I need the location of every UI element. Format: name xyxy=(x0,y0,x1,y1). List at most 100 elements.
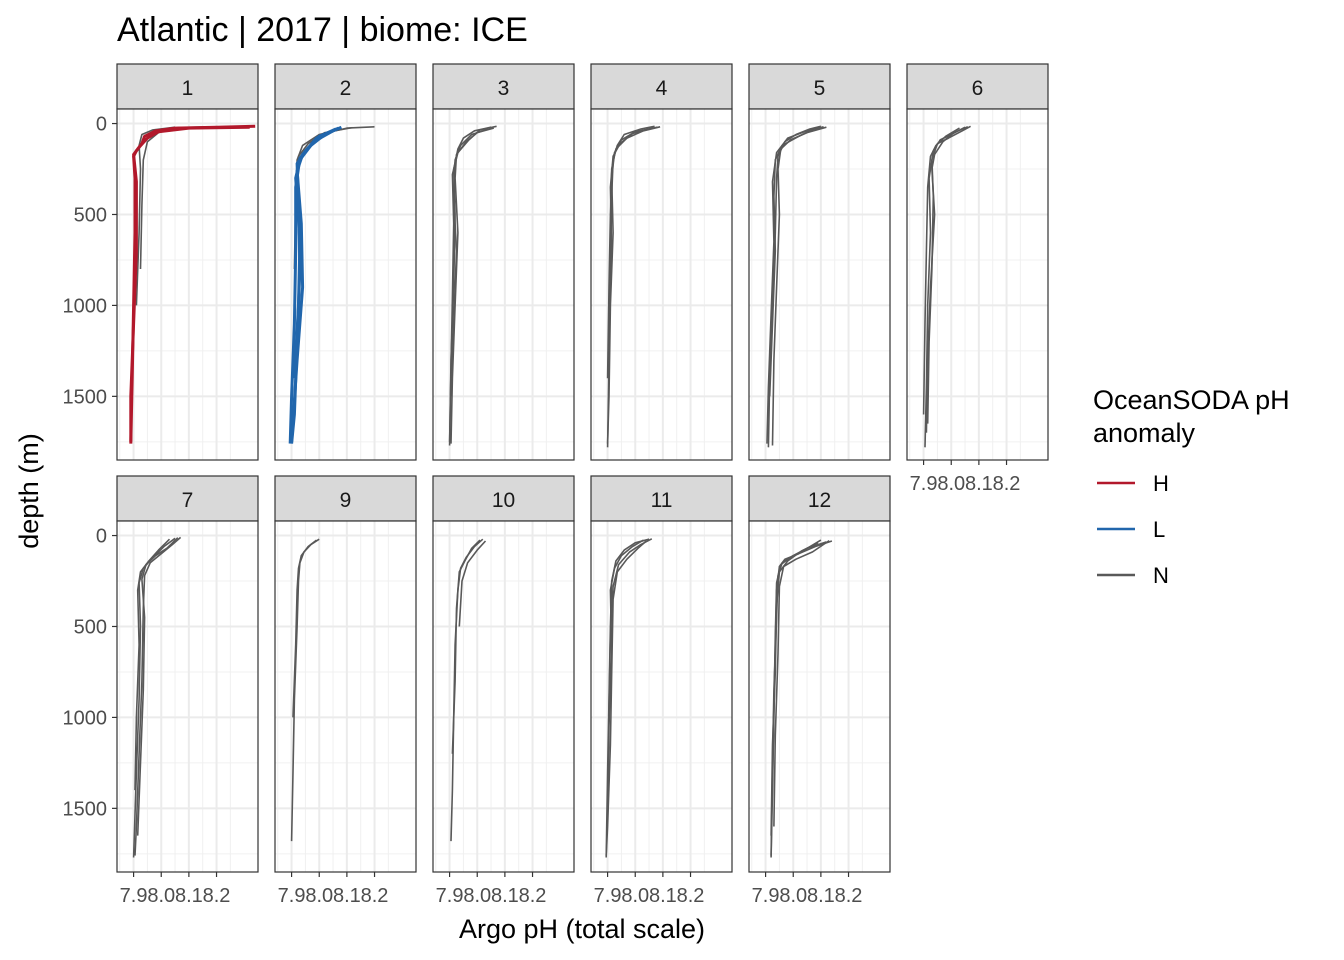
profile-line-n xyxy=(773,539,830,827)
panel-border xyxy=(274,520,417,873)
profile-line-n xyxy=(766,126,824,444)
facet-strip-label: 5 xyxy=(814,77,826,100)
profile-line-n xyxy=(450,128,489,397)
legend-title: anomaly xyxy=(1093,418,1196,448)
facet-panel-6: 6 7.9 8.0 8.1 8.2 xyxy=(906,63,1049,495)
profile-line-n xyxy=(136,537,179,836)
x-tick-label: 8.0 xyxy=(463,885,491,907)
facet-strip-label: 9 xyxy=(340,489,352,512)
profile-line-n xyxy=(448,125,497,442)
x-tick-label: 8.0 xyxy=(621,885,649,907)
legend-label-l: L xyxy=(1153,517,1165,542)
plot-background xyxy=(433,521,574,872)
y-axis-label: depth (m) xyxy=(14,433,44,549)
facet-panel-1: 1 0 500 1000 1500 xyxy=(63,63,259,461)
facet-strip xyxy=(432,475,575,522)
y-tick-label: 1500 xyxy=(63,798,108,820)
x-tick-label: 8.2 xyxy=(677,885,705,907)
panel-border xyxy=(432,108,575,461)
plot-background xyxy=(749,109,890,460)
facet-strip xyxy=(116,63,259,110)
x-tick-label: 7.9 xyxy=(752,885,780,907)
plot-background xyxy=(117,109,258,460)
facet-strip xyxy=(116,475,259,522)
y-tick-label: 500 xyxy=(74,204,107,226)
facet-panel-4: 4 xyxy=(590,63,733,461)
x-tick-label: 8.2 xyxy=(361,885,389,907)
panel-border xyxy=(116,520,259,873)
legend-title: OceanSODA pH xyxy=(1093,385,1290,415)
x-tick-label: 8.2 xyxy=(993,473,1021,495)
legend-label-n: N xyxy=(1153,563,1169,588)
profile-line-n xyxy=(606,539,644,809)
x-tick-label: 8.1 xyxy=(175,885,203,907)
plot-background xyxy=(591,521,732,872)
facet-panel-9: 9 7.9 8.0 8.1 8.2 xyxy=(274,475,417,907)
x-tick-label: 7.9 xyxy=(594,885,622,907)
plot-background xyxy=(275,521,416,872)
x-tick-label: 8.1 xyxy=(649,885,677,907)
facet-strip-label: 3 xyxy=(498,77,510,100)
panel-border xyxy=(590,108,733,461)
profile-line-n xyxy=(608,127,653,324)
y-tick-label: 500 xyxy=(74,616,107,638)
x-tick-label: 8.0 xyxy=(305,885,333,907)
facet-panel-12: 12 7.9 8.0 8.1 8.2 xyxy=(748,475,891,907)
x-tick-label: 7.9 xyxy=(910,473,938,495)
facet-panel-3: 3 xyxy=(432,63,575,461)
x-axis-label: Argo pH (total scale) xyxy=(459,914,705,944)
facet-strip-label: 2 xyxy=(340,77,352,100)
facet-strip xyxy=(748,475,891,522)
x-tick-label: 7.9 xyxy=(278,885,306,907)
x-tick-label: 8.1 xyxy=(965,473,993,495)
profile-line-n xyxy=(451,539,481,754)
facet-strip-label: 1 xyxy=(182,77,194,100)
x-tick-label: 8.0 xyxy=(937,473,965,495)
y-tick-label: 1500 xyxy=(63,386,108,408)
facet-strip xyxy=(906,63,1049,110)
facet-strip-label: 12 xyxy=(808,489,831,512)
profile-line-n xyxy=(922,127,960,415)
panel-border xyxy=(906,108,1049,461)
facet-strip xyxy=(590,475,733,522)
plot-background xyxy=(591,109,732,460)
facet-strip xyxy=(432,63,575,110)
panel-border xyxy=(590,520,733,873)
profile-line-n xyxy=(292,539,317,718)
facet-strip-label: 6 xyxy=(972,77,984,100)
facet-panel-11: 11 7.9 8.0 8.1 8.2 xyxy=(590,475,733,907)
profile-line-n xyxy=(768,127,816,397)
panel-border xyxy=(116,108,259,461)
profile-line-n xyxy=(134,538,171,791)
profile-line-l xyxy=(292,129,334,379)
facet-panel-2: 2 xyxy=(274,63,417,461)
y-tick-label: 0 xyxy=(96,114,107,136)
profile-line-n xyxy=(925,126,969,433)
facet-strip-label: 7 xyxy=(182,489,194,512)
x-tick-label: 7.9 xyxy=(120,885,148,907)
facet-strip xyxy=(590,63,733,110)
legend-label-h: H xyxy=(1153,471,1169,496)
x-tick-label: 8.0 xyxy=(147,885,175,907)
profile-line-h xyxy=(129,125,250,442)
x-tick-label: 8.2 xyxy=(519,885,547,907)
facet-strip xyxy=(274,475,417,522)
facet-strip xyxy=(274,63,417,110)
profile-line-n xyxy=(770,542,819,836)
plot-background xyxy=(749,521,890,872)
facet-strip xyxy=(748,63,891,110)
chart-title: Atlantic | 2017 | biome: ICE xyxy=(117,11,528,49)
x-tick-label: 8.1 xyxy=(807,885,835,907)
y-tick-label: 1000 xyxy=(63,295,108,317)
panel-border xyxy=(274,108,417,461)
panel-border xyxy=(748,520,891,873)
x-tick-label: 8.0 xyxy=(779,885,807,907)
y-tick-label: 0 xyxy=(96,526,107,548)
facet-strip-label: 10 xyxy=(492,489,515,512)
facet-panel-5: 5 xyxy=(748,63,891,461)
x-tick-label: 7.9 xyxy=(436,885,464,907)
facet-strip-label: 11 xyxy=(651,489,673,512)
